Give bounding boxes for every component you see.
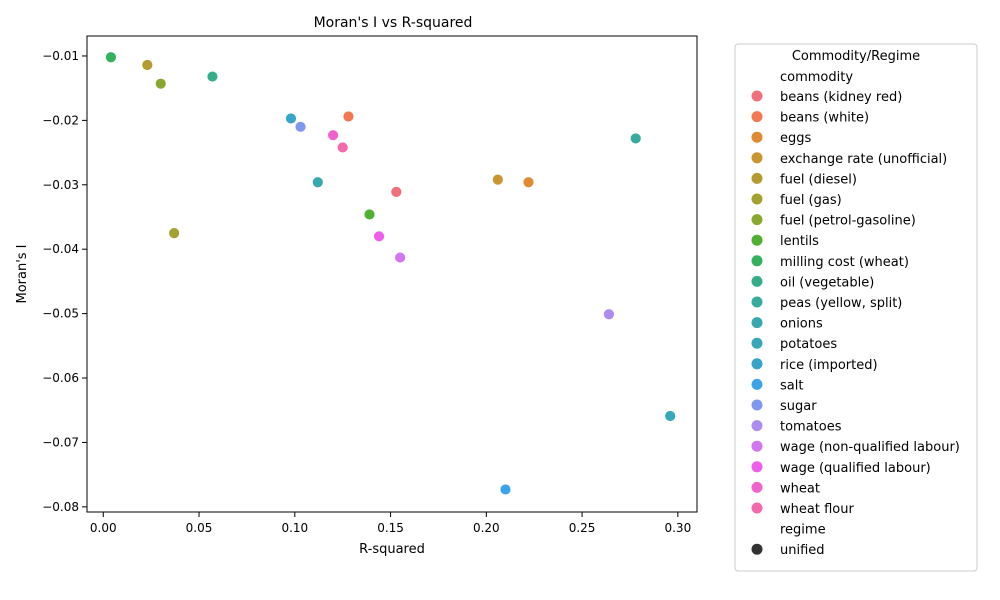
data-point bbox=[491, 173, 504, 186]
data-point bbox=[285, 112, 297, 125]
y-tick-label: −0.05 bbox=[42, 307, 79, 321]
legend-marker bbox=[751, 193, 763, 205]
y-tick-label: −0.01 bbox=[42, 49, 79, 63]
legend-label: wheat bbox=[780, 481, 820, 496]
legend-label: rice (imported) bbox=[780, 358, 878, 373]
legend-label: wage (non-qualified labour) bbox=[780, 440, 960, 455]
legend-marker bbox=[751, 90, 763, 102]
legend-marker bbox=[751, 358, 763, 370]
x-axis-label: R-squared bbox=[359, 542, 425, 557]
data-point bbox=[390, 185, 403, 198]
plot-frame bbox=[86, 35, 698, 513]
data-point bbox=[311, 176, 324, 189]
legend-marker bbox=[751, 152, 763, 164]
legend-label: wage (qualified labour) bbox=[780, 461, 931, 476]
legend-label: salt bbox=[780, 378, 803, 393]
data-point bbox=[664, 410, 677, 422]
legend-marker bbox=[751, 131, 763, 143]
data-point bbox=[206, 70, 219, 83]
legend-label: oil (vegetable) bbox=[780, 275, 874, 290]
x-tick-label: 0.15 bbox=[377, 521, 404, 535]
legend-marker bbox=[751, 296, 763, 308]
x-tick-label: 0.25 bbox=[569, 521, 596, 535]
legend-marker bbox=[751, 337, 763, 349]
legend-marker bbox=[751, 440, 763, 452]
data-point bbox=[602, 308, 615, 321]
data-point bbox=[629, 132, 642, 145]
data-point bbox=[394, 251, 407, 264]
legend-marker-regime bbox=[751, 543, 763, 555]
legend-regime-header: regime bbox=[780, 523, 826, 538]
data-point bbox=[363, 208, 376, 221]
legend-label: eggs bbox=[780, 131, 812, 146]
x-tick-label: 0.05 bbox=[186, 521, 213, 535]
chart-title: Moran's I vs R-squared bbox=[314, 15, 473, 31]
legend-marker bbox=[751, 111, 763, 123]
x-axis: 0.00 0.05 0.10 0.15 0.20 0.25 0.30 bbox=[90, 512, 691, 535]
data-point bbox=[141, 59, 154, 71]
legend-marker bbox=[751, 214, 763, 226]
data-point bbox=[154, 77, 167, 90]
legend-label: lentils bbox=[780, 234, 819, 249]
legend-marker bbox=[751, 234, 763, 246]
legend-marker bbox=[751, 502, 763, 514]
legend-marker bbox=[751, 172, 763, 184]
legend-title: Commodity/Regime bbox=[792, 49, 920, 64]
legend-label: potatoes bbox=[780, 337, 837, 352]
y-tick-label: −0.02 bbox=[42, 113, 79, 127]
legend-frame bbox=[734, 43, 978, 572]
data-point bbox=[522, 176, 535, 189]
legend-marker bbox=[751, 255, 763, 267]
legend-items: beans (kidney red) beans (white) eggs excha… bbox=[751, 90, 960, 517]
data-point bbox=[336, 141, 349, 154]
legend-marker bbox=[751, 317, 763, 329]
legend-label: beans (white) bbox=[780, 111, 869, 126]
data-points bbox=[105, 51, 677, 496]
legend-marker bbox=[751, 461, 763, 473]
legend-label: exchange rate (unofficial) bbox=[780, 152, 947, 167]
x-tick-label: 0.30 bbox=[664, 521, 691, 535]
x-tick-label: 0.20 bbox=[473, 521, 500, 535]
data-point bbox=[327, 129, 340, 142]
y-axis: −0.01 −0.02 −0.03 −0.04 −0.05 −0.06 −0.07 −0.08 bbox=[42, 49, 87, 514]
legend-label: wheat flour bbox=[780, 502, 854, 517]
legend-label: peas (yellow, split) bbox=[780, 296, 902, 311]
legend-label: fuel (gas) bbox=[780, 193, 842, 208]
x-tick-label: 0.00 bbox=[90, 521, 117, 535]
legend-label-regime: unified bbox=[780, 543, 825, 558]
y-tick-label: −0.07 bbox=[42, 435, 79, 449]
data-point bbox=[294, 120, 307, 133]
legend-marker bbox=[751, 399, 763, 411]
y-tick-label: −0.06 bbox=[42, 371, 79, 385]
legend-label: fuel (petrol-gasoline) bbox=[780, 214, 916, 229]
legend: Commodity/Regime commodity beans (kidney… bbox=[734, 43, 978, 572]
legend-regime-items: unified bbox=[751, 543, 825, 558]
legend-marker bbox=[751, 481, 763, 493]
legend-label: onions bbox=[780, 317, 823, 332]
legend-label: milling cost (wheat) bbox=[780, 255, 909, 270]
y-tick-label: −0.03 bbox=[42, 178, 79, 192]
data-point bbox=[499, 483, 512, 496]
y-tick-label: −0.08 bbox=[42, 500, 79, 514]
legend-label: tomatoes bbox=[780, 420, 842, 435]
data-point bbox=[373, 230, 385, 243]
legend-commodity-header: commodity bbox=[780, 70, 853, 85]
plot-area: 0.00 0.05 0.10 0.15 0.20 0.25 0.30 −0.01−0.02−… bbox=[42, 35, 698, 535]
legend-label: beans (kidney red) bbox=[780, 90, 902, 105]
y-tick-label: −0.04 bbox=[42, 242, 79, 256]
legend-label: fuel (diesel) bbox=[780, 172, 857, 187]
legend-marker bbox=[751, 420, 763, 432]
legend-label: sugar bbox=[780, 399, 817, 414]
legend-marker bbox=[751, 378, 763, 390]
data-point bbox=[342, 110, 355, 123]
data-point bbox=[105, 51, 117, 64]
legend-marker bbox=[751, 275, 763, 287]
data-point bbox=[168, 227, 181, 239]
x-tick-label: 0.10 bbox=[281, 521, 308, 535]
y-axis-label: Moran's I bbox=[15, 244, 30, 303]
